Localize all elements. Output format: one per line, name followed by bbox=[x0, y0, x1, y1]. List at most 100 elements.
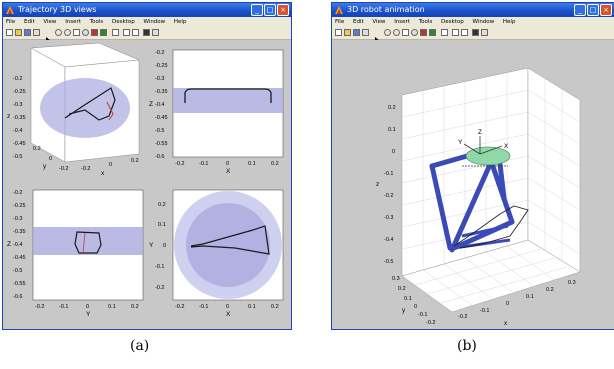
zoom-out-icon[interactable] bbox=[393, 29, 400, 36]
data-cursor-icon[interactable] bbox=[420, 29, 427, 36]
frame-label-y: Y bbox=[458, 139, 463, 146]
trajectory-line bbox=[74, 231, 102, 254]
tick-label: -0.55 bbox=[155, 141, 168, 147]
menu-edit[interactable]: Edit bbox=[352, 19, 364, 25]
menu-window[interactable]: Window bbox=[143, 19, 166, 25]
menu-window[interactable]: Window bbox=[472, 19, 495, 25]
pan-icon[interactable] bbox=[402, 29, 409, 36]
tick-label: -0.2 bbox=[458, 314, 467, 320]
rotate-icon[interactable] bbox=[411, 29, 418, 36]
tick-label: -0.1 bbox=[155, 264, 164, 270]
tick-label: -0.4 bbox=[13, 242, 22, 248]
tick-label: 0.2 bbox=[131, 158, 139, 164]
tick-label: -0.25 bbox=[155, 63, 168, 69]
maximize-icon[interactable]: □ bbox=[264, 4, 276, 16]
minimize-icon[interactable]: _ bbox=[574, 4, 586, 16]
zoom-in-icon[interactable] bbox=[55, 29, 62, 36]
tick-label: -0.1 bbox=[199, 304, 208, 310]
rotate-icon[interactable] bbox=[82, 29, 89, 36]
tick-label: -0.55 bbox=[13, 281, 26, 287]
pointer-icon[interactable] bbox=[45, 29, 52, 44]
title-bar[interactable]: 3D robot animation _ □ × bbox=[332, 3, 614, 17]
tick-label: -0.2 bbox=[13, 76, 22, 82]
menu-desktop[interactable]: Desktop bbox=[112, 19, 135, 25]
print-icon[interactable] bbox=[362, 29, 369, 36]
menu-view[interactable]: View bbox=[372, 19, 386, 25]
pan-icon[interactable] bbox=[73, 29, 80, 36]
tick-label: 0.1 bbox=[158, 222, 166, 228]
tick-label: 0.1 bbox=[388, 127, 396, 133]
open-file-icon[interactable] bbox=[344, 29, 351, 36]
frame-label-z: Z bbox=[478, 129, 482, 136]
tick-label: -0.35 bbox=[13, 115, 26, 121]
hide-plot-tools-icon[interactable] bbox=[472, 29, 479, 36]
close-icon[interactable]: × bbox=[277, 4, 289, 16]
new-figure-icon[interactable] bbox=[6, 29, 13, 36]
tick-label: -0.2 bbox=[384, 193, 393, 199]
save-icon[interactable] bbox=[353, 29, 360, 36]
tick-label: -0.2 bbox=[426, 320, 435, 326]
open-file-icon[interactable] bbox=[15, 29, 22, 36]
workspace-sphere bbox=[40, 78, 130, 138]
link-icon[interactable] bbox=[441, 29, 448, 36]
tick-label: -0.1 bbox=[59, 304, 68, 310]
zoom-out-icon[interactable] bbox=[64, 29, 71, 36]
hide-plot-tools-icon[interactable] bbox=[143, 29, 150, 36]
link-icon[interactable] bbox=[112, 29, 119, 36]
menu-tools[interactable]: Tools bbox=[418, 19, 433, 25]
legend-icon[interactable] bbox=[132, 29, 139, 36]
tick-label: 0.1 bbox=[248, 304, 256, 310]
tick-label: -0.6 bbox=[155, 154, 164, 160]
workspace-band bbox=[33, 227, 143, 255]
tick-label: 0.3 bbox=[568, 280, 576, 286]
tick-label: -0.2 bbox=[155, 285, 164, 291]
tick-label: -0.25 bbox=[13, 89, 26, 95]
menu-help[interactable]: Help bbox=[502, 19, 516, 25]
menu-view[interactable]: View bbox=[43, 19, 57, 25]
axis-label-x: X bbox=[226, 311, 231, 318]
brush-icon[interactable] bbox=[100, 29, 107, 36]
menu-insert[interactable]: Insert bbox=[394, 19, 410, 25]
show-plot-tools-icon[interactable] bbox=[481, 29, 488, 36]
print-icon[interactable] bbox=[33, 29, 40, 36]
menu-file[interactable]: File bbox=[6, 19, 16, 25]
menu-help[interactable]: Help bbox=[173, 19, 187, 25]
show-plot-tools-icon[interactable] bbox=[152, 29, 159, 36]
figure-canvas: -0.2 -0.25 -0.3 -0.35 -0.4 -0.45 -0.5 z … bbox=[3, 40, 291, 329]
tick-label: -0.1 bbox=[384, 171, 393, 177]
tick-label: 0.1 bbox=[404, 296, 412, 302]
menu-file[interactable]: File bbox=[335, 19, 345, 25]
tick-label: 0.3 bbox=[392, 276, 400, 282]
tick-label: 0 bbox=[226, 304, 229, 310]
robot-animation-window: 3D robot animation _ □ × File Edit View … bbox=[331, 2, 614, 330]
tick-label: -0.5 bbox=[384, 259, 393, 265]
menu-desktop[interactable]: Desktop bbox=[441, 19, 464, 25]
menu-insert[interactable]: Insert bbox=[65, 19, 81, 25]
maximize-icon[interactable]: □ bbox=[587, 4, 599, 16]
data-cursor-icon[interactable] bbox=[91, 29, 98, 36]
tick-label: 0.1 bbox=[108, 304, 116, 310]
minimize-icon[interactable]: _ bbox=[251, 4, 263, 16]
menu-bar: File Edit View Insert Tools Desktop Wind… bbox=[332, 17, 614, 27]
save-icon[interactable] bbox=[24, 29, 31, 36]
axis-label-x: X bbox=[226, 168, 231, 175]
legend-icon[interactable] bbox=[461, 29, 468, 36]
matlab-icon bbox=[5, 5, 15, 15]
pointer-icon[interactable] bbox=[374, 29, 381, 44]
tick-label: -0.4 bbox=[155, 102, 164, 108]
tick-label: -0.6 bbox=[13, 294, 22, 300]
brush-icon[interactable] bbox=[429, 29, 436, 36]
menu-edit[interactable]: Edit bbox=[23, 19, 35, 25]
menu-tools[interactable]: Tools bbox=[89, 19, 104, 25]
tick-label: 0.2 bbox=[33, 146, 41, 152]
zoom-in-icon[interactable] bbox=[384, 29, 391, 36]
colorbar-icon[interactable] bbox=[452, 29, 459, 36]
tick-label: 0 bbox=[86, 304, 89, 310]
robot-3d-plot: Z X Y 0.2 0.1 0 -0.1 -0.2 -0.3 -0.4 -0.5… bbox=[376, 67, 581, 327]
close-icon[interactable]: × bbox=[600, 4, 612, 16]
colorbar-icon[interactable] bbox=[123, 29, 130, 36]
moving-platform bbox=[465, 146, 511, 166]
new-figure-icon[interactable] bbox=[335, 29, 342, 36]
title-bar[interactable]: Trajectory 3D views _ □ × bbox=[3, 3, 291, 17]
tick-label: -0.2 bbox=[13, 190, 22, 196]
